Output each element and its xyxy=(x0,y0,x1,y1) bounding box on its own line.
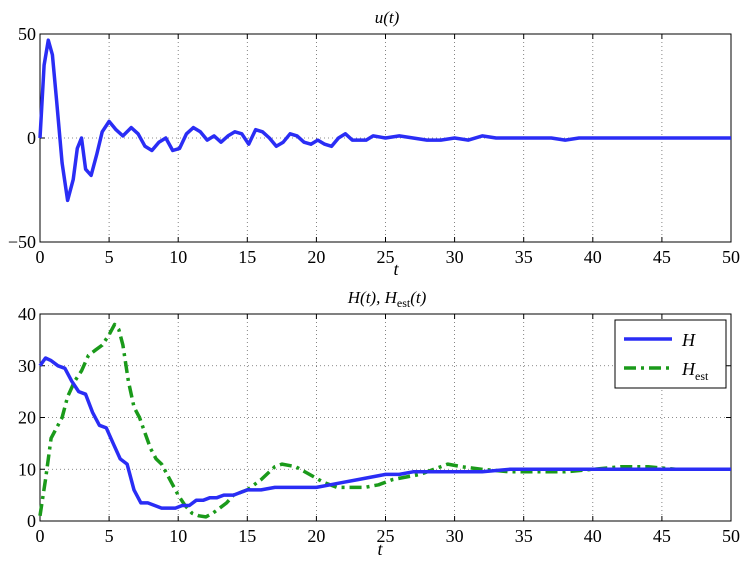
legend-box xyxy=(614,319,727,389)
y-tick-label: 0 xyxy=(27,128,36,148)
u-series-line xyxy=(38,38,731,203)
x-tick-label: 20 xyxy=(307,247,325,267)
x-tick-label: 45 xyxy=(653,247,671,267)
x-tick-label: 50 xyxy=(722,247,740,267)
h-title-sub: est xyxy=(397,296,411,310)
x-tick-label: 5 xyxy=(105,526,114,546)
h-title-h: H( xyxy=(347,288,367,307)
legend-hest-sub: est xyxy=(695,369,709,383)
x-tick-label: 40 xyxy=(584,247,602,267)
x-tick-label: 45 xyxy=(653,526,671,546)
x-tick-label: 15 xyxy=(238,247,256,267)
x-tick-label: 35 xyxy=(515,526,533,546)
x-tick-label: 50 xyxy=(722,526,740,546)
h-plot-ticks: 0 5 10 15 20 25 30 35 40 45 50 0 10 20 30 40 xyxy=(18,304,740,546)
legend-hest-main: H xyxy=(681,359,696,379)
x-tick-label: 0 xyxy=(36,526,45,546)
h-title-t1: t xyxy=(366,288,372,307)
y-tick-label: 50 xyxy=(18,24,36,44)
x-tick-label: 25 xyxy=(377,247,395,267)
x-tick-label: 10 xyxy=(169,247,187,267)
h-plot-title: H(t), Hest(t) xyxy=(347,288,427,310)
x-tick-label: 5 xyxy=(105,247,114,267)
legend: H Hest xyxy=(614,319,727,389)
x-tick-label: 30 xyxy=(446,247,464,267)
legend-hest-label: Hest xyxy=(681,359,709,383)
h-title-mid: ), H xyxy=(369,288,398,307)
u-plot-xlabel: t xyxy=(393,259,399,279)
x-tick-label: 35 xyxy=(515,247,533,267)
x-tick-label: 10 xyxy=(169,526,187,546)
y-tick-label: 20 xyxy=(18,408,36,428)
h-series-line xyxy=(38,356,731,510)
x-tick-label: 40 xyxy=(584,526,602,546)
h-title-end: (t) xyxy=(410,288,426,307)
x-tick-label: 30 xyxy=(446,526,464,546)
x-tick-label: 0 xyxy=(36,247,45,267)
y-tick-label: 10 xyxy=(18,459,36,479)
legend-h-label: H xyxy=(681,330,696,350)
y-tick-label: 0 xyxy=(27,511,36,531)
y-tick-label: 40 xyxy=(18,304,36,324)
x-tick-label: 25 xyxy=(377,526,395,546)
x-tick-label: 15 xyxy=(238,526,256,546)
h-plot-xlabel: t xyxy=(377,539,383,559)
h-plot: H(t), Hest(t) 0 5 10 15 20 25 30 35 40 45 50010203… xyxy=(18,288,740,559)
y-tick-label: 30 xyxy=(18,356,36,376)
y-tick-label: −50 xyxy=(8,232,36,252)
h-est-series-line xyxy=(38,322,731,519)
u-plot-title: u(t) xyxy=(375,8,400,27)
x-tick-label: 20 xyxy=(307,526,325,546)
